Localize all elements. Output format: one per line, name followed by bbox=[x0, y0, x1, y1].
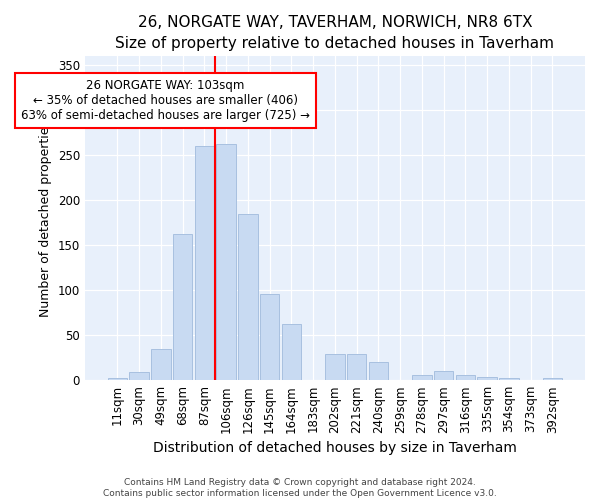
Bar bbox=[107, 378, 127, 380]
Bar bbox=[412, 375, 432, 380]
Bar bbox=[368, 362, 388, 380]
Y-axis label: Number of detached properties: Number of detached properties bbox=[39, 120, 52, 317]
Text: Contains HM Land Registry data © Crown copyright and database right 2024.
Contai: Contains HM Land Registry data © Crown c… bbox=[103, 478, 497, 498]
Bar bbox=[151, 348, 170, 380]
Title: 26, NORGATE WAY, TAVERHAM, NORWICH, NR8 6TX
Size of property relative to detache: 26, NORGATE WAY, TAVERHAM, NORWICH, NR8 … bbox=[115, 15, 554, 51]
X-axis label: Distribution of detached houses by size in Taverham: Distribution of detached houses by size … bbox=[153, 441, 517, 455]
Bar bbox=[260, 294, 280, 380]
Bar bbox=[173, 234, 193, 380]
Bar bbox=[434, 371, 454, 380]
Bar bbox=[129, 372, 149, 380]
Bar bbox=[216, 144, 236, 380]
Bar bbox=[194, 146, 214, 380]
Text: 26 NORGATE WAY: 103sqm
← 35% of detached houses are smaller (406)
63% of semi-de: 26 NORGATE WAY: 103sqm ← 35% of detached… bbox=[20, 79, 310, 122]
Bar bbox=[238, 214, 257, 380]
Bar bbox=[455, 375, 475, 380]
Bar bbox=[281, 324, 301, 380]
Bar bbox=[499, 378, 519, 380]
Bar bbox=[325, 354, 344, 380]
Bar bbox=[478, 378, 497, 380]
Bar bbox=[542, 378, 562, 380]
Bar bbox=[347, 354, 367, 380]
